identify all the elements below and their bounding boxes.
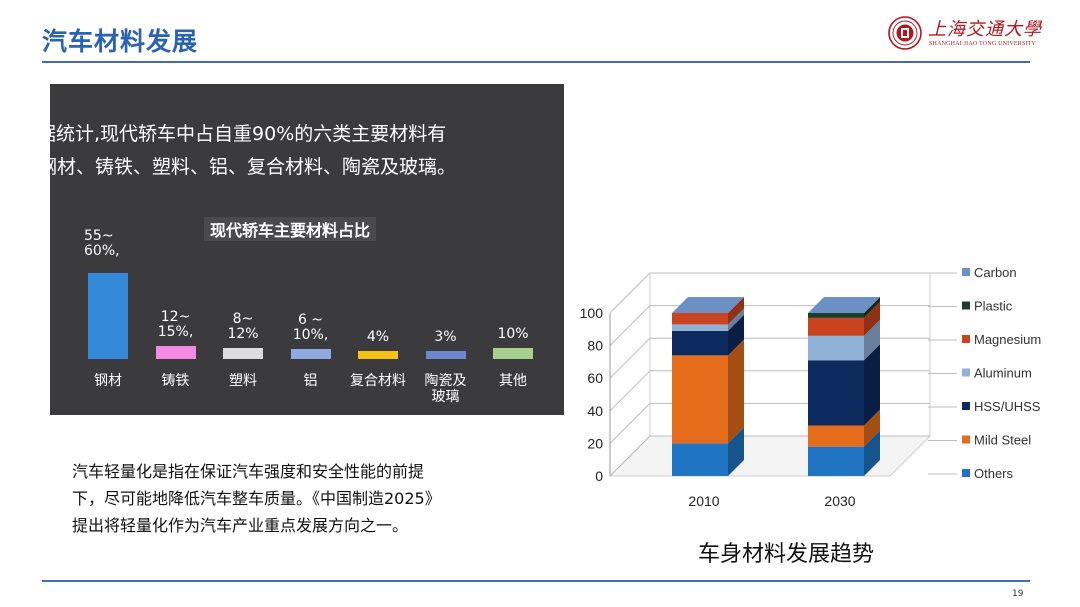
- gridline-diagonal: [609, 435, 651, 477]
- stat-line-1-text: 据统计,现代轿车中占自重90%的六类主要材料有: [37, 123, 447, 145]
- stack-segment-side: [864, 301, 880, 336]
- material-bar: [223, 348, 263, 359]
- material-value-label: 55~ 60%,: [84, 228, 120, 259]
- gridline-diagonal: [609, 403, 651, 444]
- bullet-square-icon: [14, 128, 27, 141]
- paragraph-line-2: 下，尽可能地降低汽车整车质量。《中国制造2025》: [72, 489, 441, 508]
- legend-label: Carbon: [974, 265, 1017, 280]
- y-tick-label: 60: [587, 370, 603, 386]
- material-value-label: 3%: [434, 329, 457, 345]
- header-divider: [42, 61, 1030, 63]
- stack-segment-front: [808, 425, 864, 447]
- legend-swatch: [962, 402, 970, 410]
- legend-label: Others: [974, 466, 1014, 481]
- legend-swatch: [962, 301, 970, 310]
- y-tick-label: 40: [587, 403, 603, 419]
- y-tick-label: 80: [587, 338, 603, 354]
- stack-segment-front: [808, 313, 864, 318]
- chart-floor: [608, 435, 932, 477]
- slide-title: 汽车材料发展: [42, 27, 199, 56]
- university-seal-icon: [888, 16, 922, 50]
- legend-label: HSS/UHSS: [974, 399, 1041, 414]
- material-value-label: 8~ 12%: [227, 311, 259, 342]
- stat-line-2: 钢材、铸铁、塑料、铝、复合材料、陶瓷及玻璃。: [38, 156, 457, 178]
- material-bar: [358, 351, 398, 359]
- y-tick-label: 20: [587, 435, 603, 451]
- logo-chinese-name: 上海交通大學: [928, 19, 1042, 40]
- material-share-panel: [50, 84, 564, 415]
- y-tick-label: 0: [595, 468, 603, 484]
- stack-segment-side: [728, 314, 744, 356]
- stack-segment-side: [728, 339, 744, 444]
- footer-divider: [42, 580, 1030, 582]
- paragraph-line-1: 汽车轻量化是指在保证汽车强度和安全性能的前提: [72, 462, 425, 481]
- legend-swatch: [962, 335, 970, 343]
- material-category-label: 陶瓷及 玻璃: [424, 373, 467, 405]
- stack-top-face: [808, 297, 880, 313]
- stack-segment-side: [864, 297, 880, 318]
- stack-segment-front: [672, 313, 728, 325]
- stack-segment-front: [808, 335, 864, 361]
- x-category-label: 2010: [688, 493, 719, 509]
- stack-segment-side: [864, 409, 880, 447]
- university-logo: 上海交通大學 SHANGHAI JIAO TONG UNIVERSITY: [888, 14, 1041, 54]
- material-bar: [88, 273, 128, 359]
- legend-swatch: [962, 469, 970, 477]
- legend-swatch: [962, 435, 970, 444]
- legend-swatch: [962, 368, 970, 377]
- legend-label: Plastic: [974, 299, 1013, 314]
- legend-label: Magnesium: [974, 332, 1041, 347]
- material-category-label: 铝: [303, 373, 318, 389]
- y-tick-label: 100: [580, 305, 604, 321]
- material-category-label: 钢材: [94, 373, 122, 389]
- paragraph-line-3: 提出将轻量化作为汽车产业重点发展方向之一。: [72, 516, 409, 535]
- stack-segment-side: [728, 308, 744, 331]
- body-material-trend-chart: 0 20 40 60 80 100 2010 2030 Carbon Plastic Magnesi…: [580, 265, 1042, 509]
- trend-chart-caption: 车身材料发展趋势: [698, 542, 875, 567]
- gridline-diagonal: [609, 370, 651, 412]
- page-number: 19: [1012, 589, 1024, 599]
- stack-segment-front: [808, 446, 864, 476]
- material-bar: [425, 351, 466, 359]
- legend-swatch: [962, 268, 970, 276]
- stack-segment-front: [808, 317, 864, 336]
- legend-label: Mild Steel: [974, 433, 1031, 448]
- gridline-diagonal: [609, 337, 651, 379]
- material-category-label: 其他: [499, 373, 527, 389]
- stack-segment-side: [728, 297, 744, 325]
- stack-segment-side: [864, 430, 880, 476]
- material-bar: [155, 346, 196, 359]
- stack-top-face: [672, 297, 744, 313]
- material-chart-title: 现代轿车主要材料占比: [204, 217, 377, 241]
- stack-segment-front: [672, 324, 728, 331]
- material-bar: [493, 348, 533, 359]
- x-category-label: 2030: [824, 493, 855, 509]
- stack-segment-front: [808, 360, 864, 426]
- material-category-label: 塑料: [229, 373, 257, 389]
- stack-segment-side: [864, 344, 880, 426]
- material-value-label: 4%: [366, 329, 390, 345]
- gridline-diagonal: [609, 272, 651, 314]
- logo-english-name: SHANGHAI JIAO TONG UNIVERSITY: [929, 41, 1037, 47]
- gridline-diagonal: [609, 305, 651, 346]
- stack-segment-side: [864, 319, 880, 361]
- stat-line-1: 据统计,现代轿车中占自重90%的六类主要材料有: [14, 119, 446, 146]
- material-category-label: 铸铁: [161, 373, 190, 389]
- stack-segment-front: [672, 355, 728, 444]
- stack-segment-front: [672, 443, 728, 476]
- material-value-label: 12~ 15%,: [157, 309, 194, 340]
- material-bar: [290, 349, 331, 359]
- legend-label: Aluminum: [974, 366, 1032, 381]
- stack-segment-front: [672, 330, 728, 356]
- material-category-label: 复合材料: [350, 373, 406, 389]
- material-value-label: 6 ~ 10%,: [292, 312, 329, 343]
- material-value-label: 10%: [497, 326, 529, 342]
- stack-segment-side: [728, 427, 744, 476]
